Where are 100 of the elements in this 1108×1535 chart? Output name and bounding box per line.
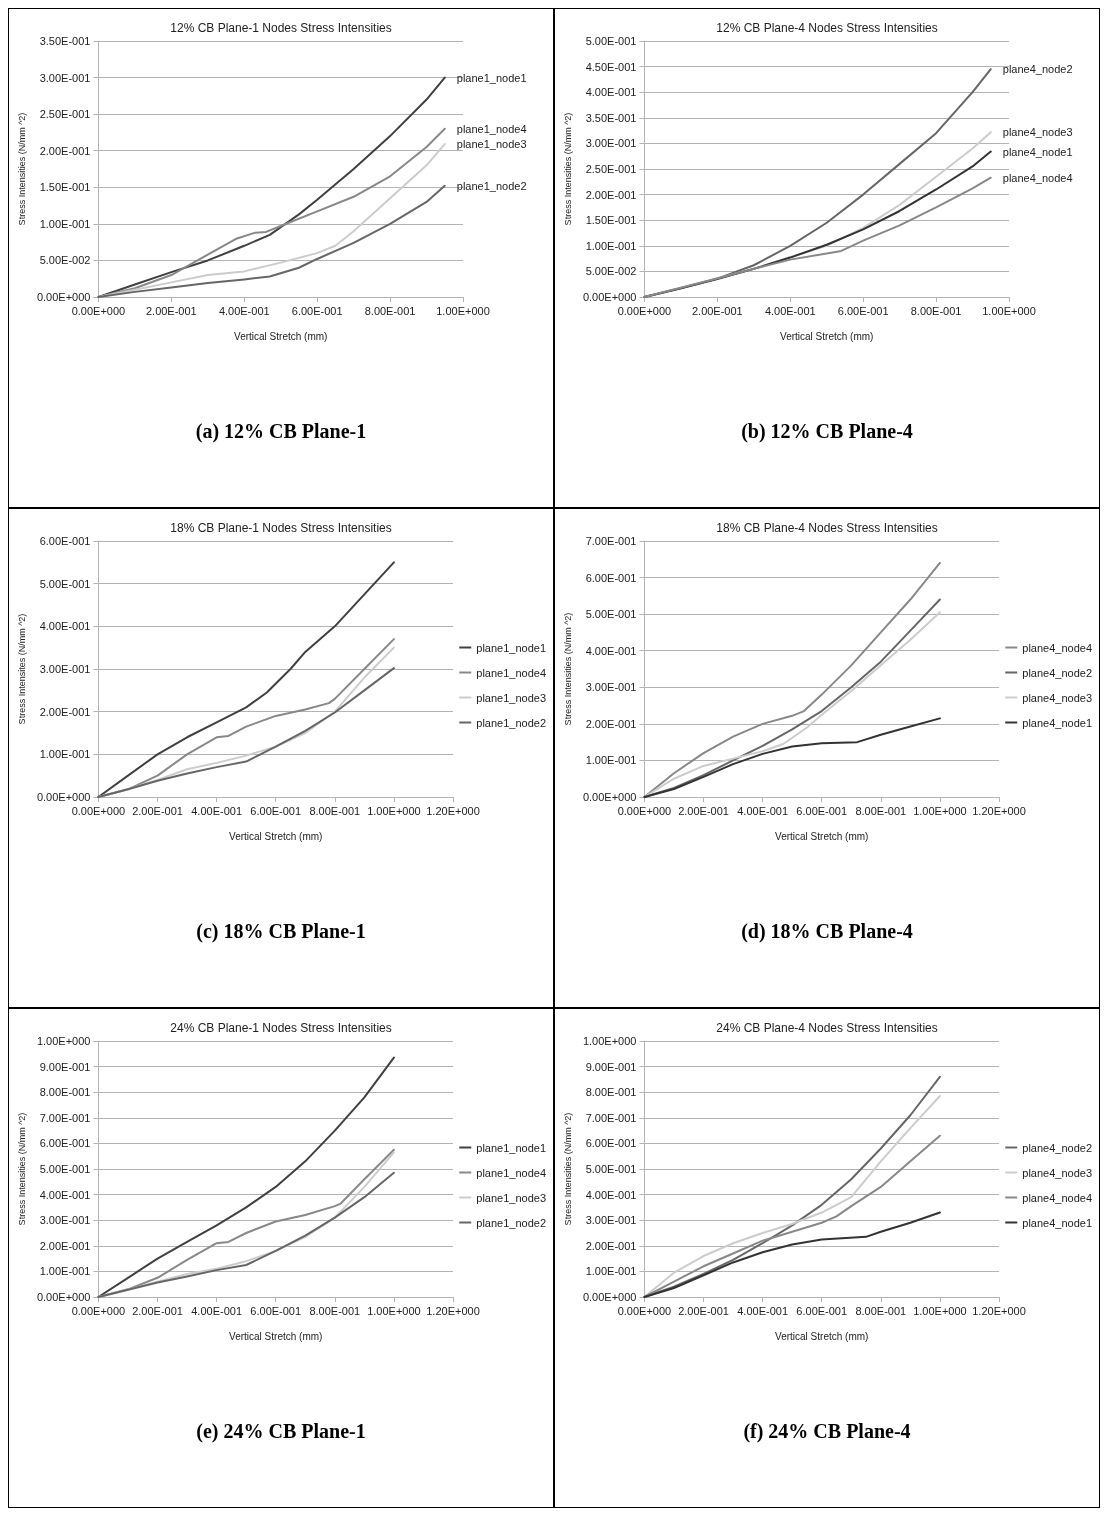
series-label: plane1_node1: [456, 71, 527, 84]
x-tick-label: 1.20E+000: [972, 804, 1026, 817]
series-label: plane4_node1: [1002, 145, 1073, 158]
y-tick-label: 5.00E-001: [585, 608, 637, 621]
x-tick-label: 0.00E+000: [617, 1304, 672, 1317]
y-tick-label: 1.00E+000: [36, 1035, 91, 1047]
line-series: [643, 1211, 941, 1298]
line-series: [97, 184, 446, 298]
x-tick-label: 8.00E-001: [364, 304, 416, 317]
x-tick-label: 4.00E-001: [191, 1304, 242, 1317]
y-tick-label: 0.00E+000: [36, 1291, 91, 1303]
legend-label: plane1_node1: [476, 1141, 547, 1154]
x-tick-label: 1.00E+000: [367, 1304, 421, 1317]
y-tick-label: 5.00E-002: [39, 254, 91, 267]
y-tick-label: 0.00E+000: [36, 791, 91, 803]
x-tick-label: 2.00E-001: [678, 1304, 729, 1317]
x-axis-title: Vertical Stretch (mm): [229, 830, 323, 842]
x-tick-label: 0.00E+000: [617, 804, 672, 817]
x-axis-title: Vertical Stretch (mm): [229, 1330, 323, 1342]
y-tick-label: 2.00E-001: [585, 188, 637, 201]
y-tick-label: 1.00E-001: [585, 1265, 637, 1278]
y-tick-label: 5.00E-001: [585, 1163, 637, 1175]
chart-title: 12% CB Plane-4 Nodes Stress Intensities: [716, 21, 938, 35]
y-tick-label: 1.00E-001: [585, 239, 637, 252]
y-tick-label: 6.00E-001: [39, 535, 91, 547]
y-tick-label: 1.50E-001: [39, 181, 91, 194]
chart-title: 12% CB Plane-1 Nodes Stress Intensities: [170, 21, 392, 35]
chart-title: 24% CB Plane-4 Nodes Stress Intensities: [716, 1021, 938, 1035]
y-tick-label: 3.50E-001: [585, 111, 637, 124]
y-tick-label: 1.00E+000: [582, 1035, 637, 1047]
y-tick-label: 3.50E-001: [39, 35, 91, 47]
line-series: [643, 561, 941, 798]
y-tick-label: 4.00E-001: [585, 644, 637, 657]
legend-label: plane4_node3: [1022, 1166, 1093, 1179]
y-tick-label: 9.00E-001: [39, 1060, 91, 1073]
y-tick-label: 5.00E-001: [39, 577, 91, 590]
x-tick-label: 4.00E-001: [191, 804, 242, 817]
chart-title: 18% CB Plane-4 Nodes Stress Intensities: [716, 521, 938, 535]
y-tick-label: 0.00E+000: [582, 791, 637, 803]
y-tick-label: 2.00E-001: [585, 1239, 637, 1252]
legend-label: plane4_node1: [1022, 1216, 1093, 1229]
x-axis-title: Vertical Stretch (mm): [775, 830, 869, 842]
legend-label: plane4_node1: [1022, 716, 1093, 729]
y-tick-label: 0.00E+000: [582, 1291, 637, 1303]
y-tick-label: 1.00E-001: [39, 217, 91, 230]
x-tick-label: 1.00E+000: [913, 1304, 967, 1317]
chart-title: 18% CB Plane-1 Nodes Stress Intensities: [170, 521, 392, 535]
series-label: plane4_node3: [1002, 126, 1073, 139]
x-tick-label: 8.00E-001: [855, 1304, 907, 1317]
y-tick-label: 3.00E-001: [585, 681, 637, 694]
x-tick-label: 0.00E+000: [617, 304, 672, 317]
legend-label: plane1_node4: [476, 666, 547, 679]
x-tick-label: 4.00E-001: [737, 804, 788, 817]
y-tick-label: 2.00E-001: [39, 1239, 91, 1252]
legend-label: plane4_node4: [1022, 641, 1093, 654]
y-tick-label: 0.00E+000: [582, 291, 637, 303]
x-tick-label: 1.00E+000: [913, 804, 967, 817]
x-tick-label: 1.20E+000: [426, 1304, 480, 1317]
x-tick-label: 2.00E-001: [678, 804, 729, 817]
y-tick-label: 6.00E-001: [39, 1137, 91, 1150]
line-series: [643, 717, 941, 798]
y-tick-label: 7.00E-001: [585, 1111, 637, 1124]
chart-title: 24% CB Plane-1 Nodes Stress Intensities: [170, 1021, 392, 1035]
x-tick-label: 0.00E+000: [71, 804, 126, 817]
x-tick-label: 1.00E+000: [436, 304, 490, 317]
x-axis-title: Vertical Stretch (mm): [780, 330, 874, 342]
x-tick-label: 0.00E+000: [71, 304, 126, 317]
line-series: [97, 561, 395, 798]
x-tick-label: 1.00E+000: [982, 304, 1036, 317]
line-series: [97, 1056, 395, 1298]
x-tick-label: 2.00E-001: [145, 304, 197, 317]
x-tick-label: 4.00E-001: [218, 304, 270, 317]
text: (e) 24% CB Plane-1: [196, 1419, 366, 1443]
series-label: plane4_node4: [1002, 171, 1073, 184]
legend-label: plane4_node3: [1022, 691, 1093, 704]
y-axis-title: Stress Intensities (N/mm ^2): [16, 1112, 27, 1226]
y-tick-label: 1.00E-001: [585, 754, 637, 767]
legend-label: plane1_node2: [476, 1216, 547, 1229]
y-axis-title: Stress Intensities (N/mm ^2): [562, 612, 573, 726]
legend-label: plane4_node2: [1022, 1141, 1093, 1154]
x-tick-label: 6.00E-001: [250, 804, 302, 817]
y-tick-label: 5.00E-002: [585, 265, 637, 278]
legend-label: plane1_node3: [476, 691, 547, 704]
y-tick-label: 6.00E-001: [585, 1137, 637, 1150]
y-tick-label: 3.00E-001: [39, 71, 91, 84]
y-tick-label: 8.00E-001: [39, 1086, 91, 1099]
y-tick-label: 2.50E-001: [585, 163, 637, 175]
x-axis-title: Vertical Stretch (mm): [234, 330, 328, 342]
y-tick-label: 6.00E-001: [585, 571, 637, 584]
x-tick-label: 1.00E+000: [367, 804, 421, 817]
x-tick-label: 0.00E+000: [71, 1304, 126, 1317]
text: (f) 24% CB Plane-4: [743, 1419, 911, 1443]
x-axis-title: Vertical Stretch (mm): [775, 1330, 869, 1342]
legend-label: plane4_node4: [1022, 1191, 1093, 1204]
y-axis-title: Stress Intensities (N/mm ^2): [562, 112, 573, 226]
y-tick-label: 7.00E-001: [585, 535, 637, 547]
y-tick-label: 7.00E-001: [39, 1111, 91, 1124]
text: (b) 12% CB Plane-4: [741, 419, 913, 443]
y-tick-label: 3.00E-001: [39, 1214, 91, 1227]
y-tick-label: 2.50E-001: [39, 108, 91, 121]
